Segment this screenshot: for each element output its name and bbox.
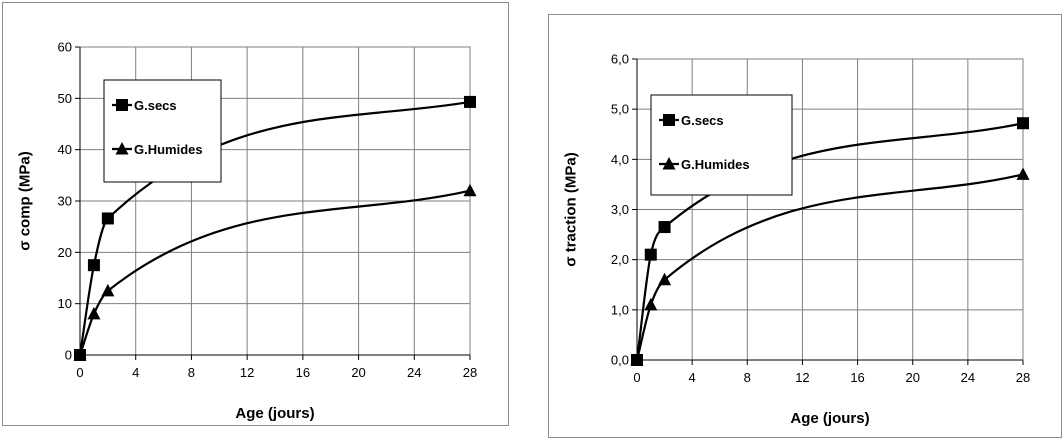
series-line-g-humides xyxy=(78,189,471,356)
x-tick-label: 4 xyxy=(132,365,139,380)
y-axis-title: σ comp (MPa) xyxy=(17,151,34,250)
y-tick-label: 0 xyxy=(65,348,72,363)
legend-marker-g-humides xyxy=(115,142,129,155)
x-axis-title: Age (jours) xyxy=(790,410,869,427)
x-tick-label: 24 xyxy=(961,370,975,385)
data-point-g-secs xyxy=(644,248,657,261)
legend-marker-g-humides xyxy=(662,157,676,170)
data-point-g-secs xyxy=(464,95,476,108)
data-point-g-secs xyxy=(658,221,671,234)
x-tick-label: 12 xyxy=(795,370,809,385)
legend-box xyxy=(650,94,793,196)
legend-marker-g-secs xyxy=(116,99,128,111)
y-tick-label: 40 xyxy=(58,142,72,157)
y-tick-label: 6,0 xyxy=(611,52,629,67)
x-tick-label: 8 xyxy=(744,370,751,385)
legend-label-g-humides: G.Humides xyxy=(134,142,203,157)
chart-panel-compression: 0 10 20 30 40 50 60 0 4 8 12 16 20 24 28 Age (jours) σ c… xyxy=(2,2,509,426)
x-tick-label: 28 xyxy=(463,365,477,380)
y-tick-label: 3,0 xyxy=(611,202,629,217)
y-tick-label: 20 xyxy=(58,245,72,260)
y-tick-label: 2,0 xyxy=(611,252,629,267)
x-tick-label: 12 xyxy=(240,365,254,380)
x-tick-label: 4 xyxy=(689,370,696,385)
y-tick-label: 1,0 xyxy=(611,302,629,317)
x-tick-label: 8 xyxy=(188,365,195,380)
data-point-g-humides xyxy=(644,297,658,311)
data-point-g-secs xyxy=(101,212,114,225)
y-tick-label: 30 xyxy=(58,194,72,209)
x-tick-label: 0 xyxy=(76,365,83,380)
legend-box xyxy=(103,79,222,183)
data-point-g-humides xyxy=(1016,167,1030,180)
x-tick-label: 20 xyxy=(351,365,365,380)
x-tick-label: 0 xyxy=(633,370,640,385)
data-point-g-humides xyxy=(630,353,644,366)
x-tick-label: 16 xyxy=(296,365,310,380)
data-point-g-humides xyxy=(101,283,115,297)
y-tick-label: 60 xyxy=(58,40,72,55)
legend-marker-g-secs xyxy=(663,114,675,126)
y-tick-label: 0,0 xyxy=(611,353,629,368)
data-point-g-secs xyxy=(1017,117,1029,130)
data-point-g-humides xyxy=(463,183,477,197)
data-point-g-humides xyxy=(658,272,672,286)
chart-compression: 0 10 20 30 40 50 60 0 4 8 12 16 20 24 28 Age (jours) σ c… xyxy=(17,40,478,423)
data-point-g-humides xyxy=(73,348,87,361)
data-point-g-humides xyxy=(87,306,101,320)
x-tick-label: 28 xyxy=(1016,370,1030,385)
y-tick-label: 4,0 xyxy=(611,152,629,167)
legend-label-g-secs: G.secs xyxy=(134,98,177,113)
x-tick-label: 16 xyxy=(850,370,864,385)
y-tick-label: 5,0 xyxy=(611,102,629,117)
x-tick-label: 20 xyxy=(905,370,919,385)
series-line-g-humides xyxy=(635,173,1024,361)
y-axis-title: σ traction (MPa) xyxy=(563,152,580,266)
data-point-g-secs xyxy=(87,259,100,272)
chart-traction: 0,0 1,0 2,0 3,0 4,0 5,0 6,0 0 4 8 12 16 20 24 28 Age (j… xyxy=(563,52,1031,428)
x-axis-title: Age (jours) xyxy=(235,405,314,422)
chart-panel-traction: 0,0 1,0 2,0 3,0 4,0 5,0 6,0 0 4 8 12 16 20 24 28 Age (j… xyxy=(548,14,1062,438)
legend-label-g-humides: G.Humides xyxy=(681,157,750,172)
x-tick-label: 24 xyxy=(407,365,421,380)
legend-label-g-secs: G.secs xyxy=(681,113,724,128)
y-tick-label: 50 xyxy=(58,91,72,106)
y-tick-label: 10 xyxy=(58,296,72,311)
